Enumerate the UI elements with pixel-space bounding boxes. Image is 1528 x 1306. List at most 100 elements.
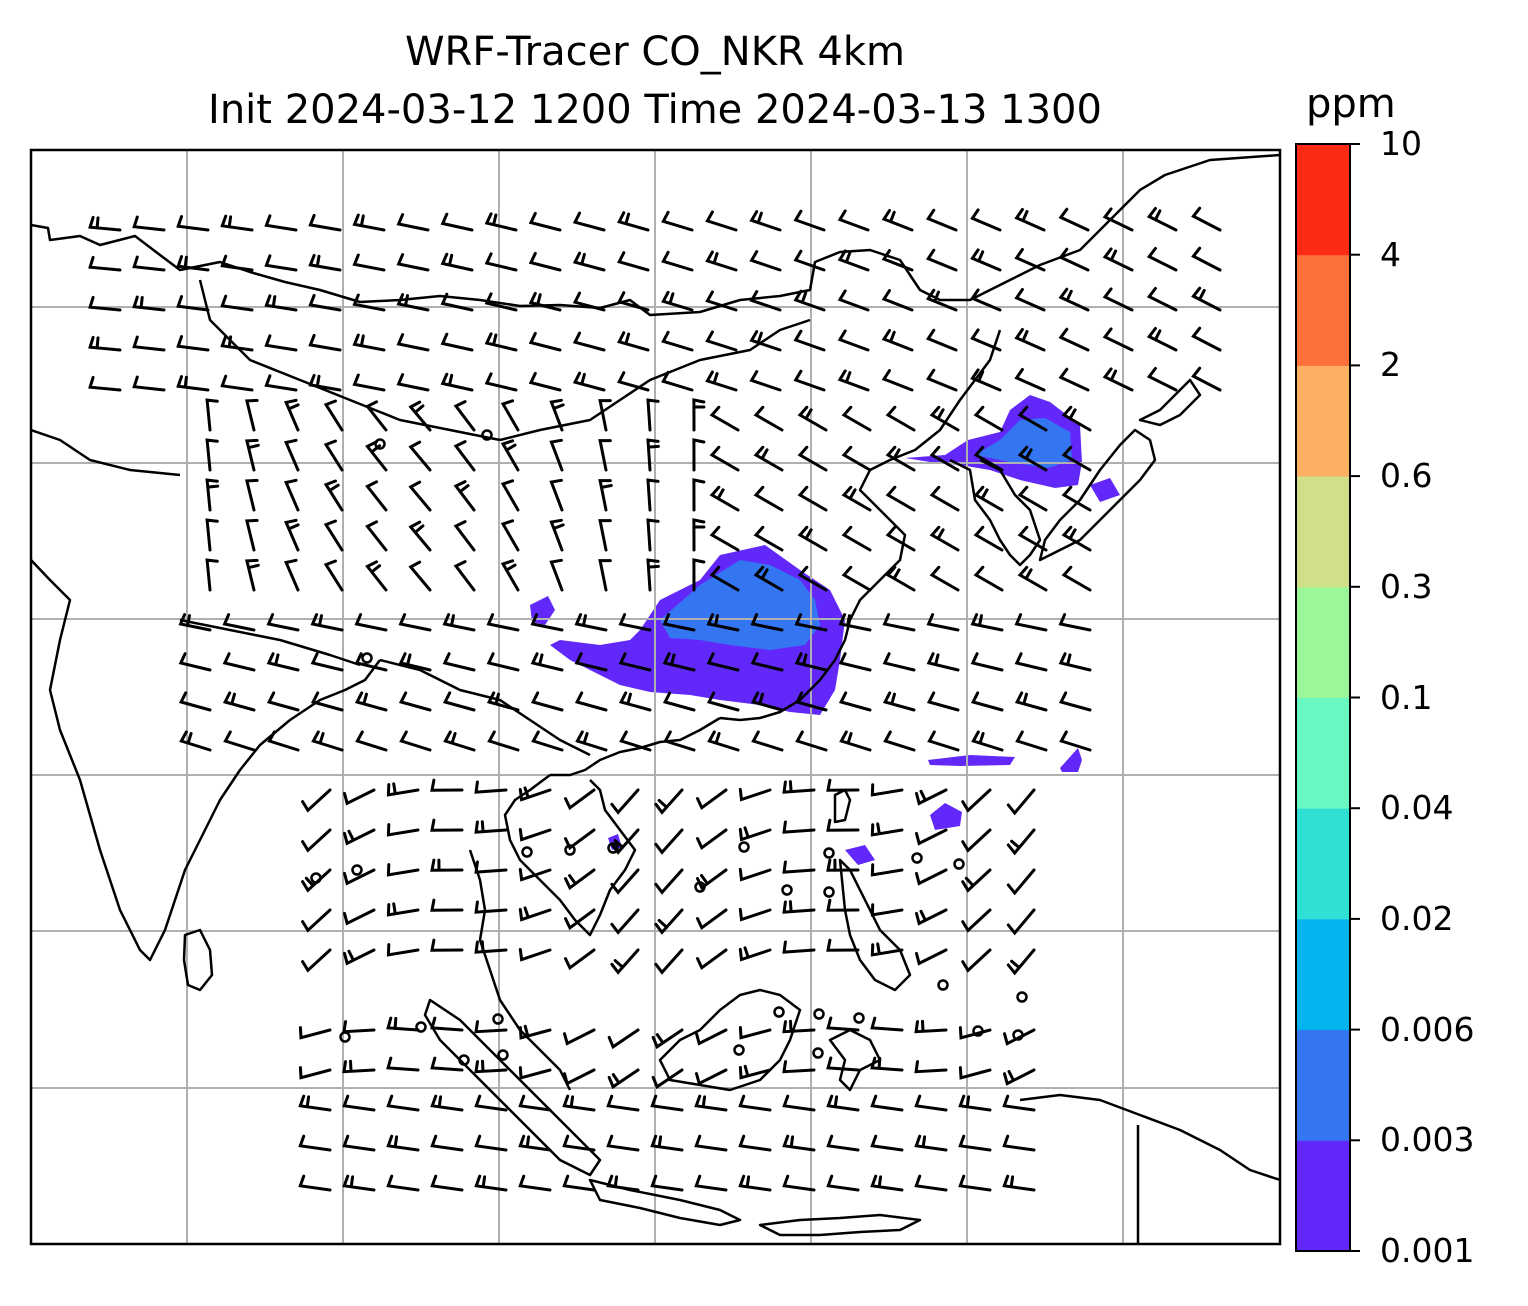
- wind-barb: [929, 485, 960, 512]
- wind-barb: [929, 445, 960, 472]
- wind-barb: [881, 369, 914, 392]
- wind-barb: [343, 868, 376, 886]
- wind-barb: [826, 1056, 860, 1072]
- wind-barb: [696, 828, 728, 850]
- wind-barb: [1058, 691, 1092, 712]
- wind-barb: [1102, 287, 1134, 312]
- wind-barb: [132, 255, 166, 272]
- wind-barb: [782, 1174, 816, 1192]
- wind-barb: [794, 652, 828, 672]
- wind-barb: [484, 372, 518, 392]
- wind-barb: [709, 565, 740, 592]
- wind-barb: [354, 691, 388, 712]
- wind-barb: [617, 291, 650, 312]
- wind-barb: [915, 828, 948, 846]
- wind-barb: [705, 330, 738, 352]
- wind-barb: [1102, 367, 1134, 392]
- wind-barb: [973, 405, 1004, 432]
- wind-barb: [793, 249, 826, 272]
- wind-barb: [1017, 525, 1048, 552]
- wind-barb: [443, 730, 476, 752]
- wind-barb: [386, 1174, 420, 1192]
- wind-barb: [838, 691, 872, 712]
- wind-barb: [132, 375, 166, 392]
- wind-barb: [399, 730, 432, 752]
- wind-barb: [563, 1068, 596, 1086]
- wind-barb: [531, 730, 564, 752]
- wind-barb: [574, 652, 608, 672]
- wind-barb: [881, 329, 914, 352]
- colorbar-tick-label: 0.02: [1380, 898, 1454, 938]
- wind-barb: [958, 1066, 992, 1080]
- wind-barb: [885, 405, 916, 432]
- wind-barb: [343, 948, 376, 966]
- wind-barb: [430, 818, 464, 832]
- wind-barb: [430, 1134, 464, 1152]
- wind-barb: [386, 902, 420, 917]
- wind-barb: [396, 253, 430, 272]
- wind-barb: [826, 898, 860, 912]
- wind-barb: [298, 1026, 332, 1040]
- wind-barb: [973, 565, 1004, 592]
- wind-barb: [738, 1026, 772, 1040]
- wind-barb: [1017, 565, 1048, 592]
- wind-barb: [1191, 326, 1222, 352]
- wind-barb: [838, 613, 872, 632]
- wind-barb: [598, 519, 612, 552]
- wind-barb: [870, 1016, 904, 1032]
- wind-barb: [1014, 613, 1048, 632]
- wind-barb: [440, 212, 474, 232]
- wind-barb: [958, 1134, 992, 1152]
- wind-barb: [132, 335, 166, 352]
- coast-asia-mainland: [31, 153, 1280, 317]
- wind-barb: [88, 335, 122, 352]
- wind-barb: [518, 1066, 552, 1080]
- wind-barb: [442, 652, 476, 672]
- wind-barb: [245, 438, 260, 472]
- wind-barb: [453, 480, 476, 512]
- wind-barb: [386, 1016, 420, 1032]
- colorbar-tick-label: 0.04: [1380, 788, 1454, 828]
- wind-barb: [528, 331, 562, 352]
- plume-korea-core: [975, 418, 1072, 468]
- wind-barb: [749, 290, 782, 312]
- wind-barb: [500, 559, 520, 592]
- wind-barb: [782, 1134, 816, 1152]
- wind-barb: [484, 292, 518, 312]
- wind-barb: [650, 1094, 684, 1112]
- coast-south-china: [550, 716, 721, 777]
- wind-barb: [915, 948, 948, 966]
- calm-wind-circles: [310, 429, 1028, 1066]
- wind-barb: [651, 1068, 684, 1090]
- wind-barb: [518, 948, 552, 962]
- wind-barb: [881, 209, 914, 232]
- wind-barb: [1014, 208, 1046, 232]
- wind-barb: [738, 907, 772, 922]
- wind-barb: [205, 518, 219, 552]
- colorbar-tick-label: 4: [1380, 234, 1401, 274]
- wind-barb: [88, 255, 122, 272]
- wind-barb: [883, 730, 916, 752]
- wind-barb: [973, 525, 1004, 552]
- wind-barb: [1006, 828, 1036, 856]
- wind-barb: [264, 254, 298, 272]
- wind-barb: [696, 788, 728, 810]
- wind-barb: [549, 518, 565, 552]
- wind-barb: [343, 788, 376, 806]
- wind-barb: [709, 405, 740, 432]
- wind-barb: [474, 940, 508, 954]
- wind-barb: [474, 780, 508, 794]
- wind-barb: [797, 445, 828, 472]
- wind-barb: [1191, 366, 1222, 392]
- coast-sumatra: [423, 998, 602, 1177]
- wind-barb: [782, 860, 816, 874]
- wind-barb: [484, 252, 518, 272]
- wind-barb: [841, 405, 872, 432]
- wind-barb: [1146, 287, 1178, 312]
- wind-barb: [563, 1028, 596, 1046]
- wind-barb: [654, 948, 684, 975]
- wind-barb: [398, 652, 432, 672]
- wind-barb: [220, 334, 254, 352]
- plume-south-china-core: [660, 560, 820, 650]
- wind-barb: [870, 822, 904, 837]
